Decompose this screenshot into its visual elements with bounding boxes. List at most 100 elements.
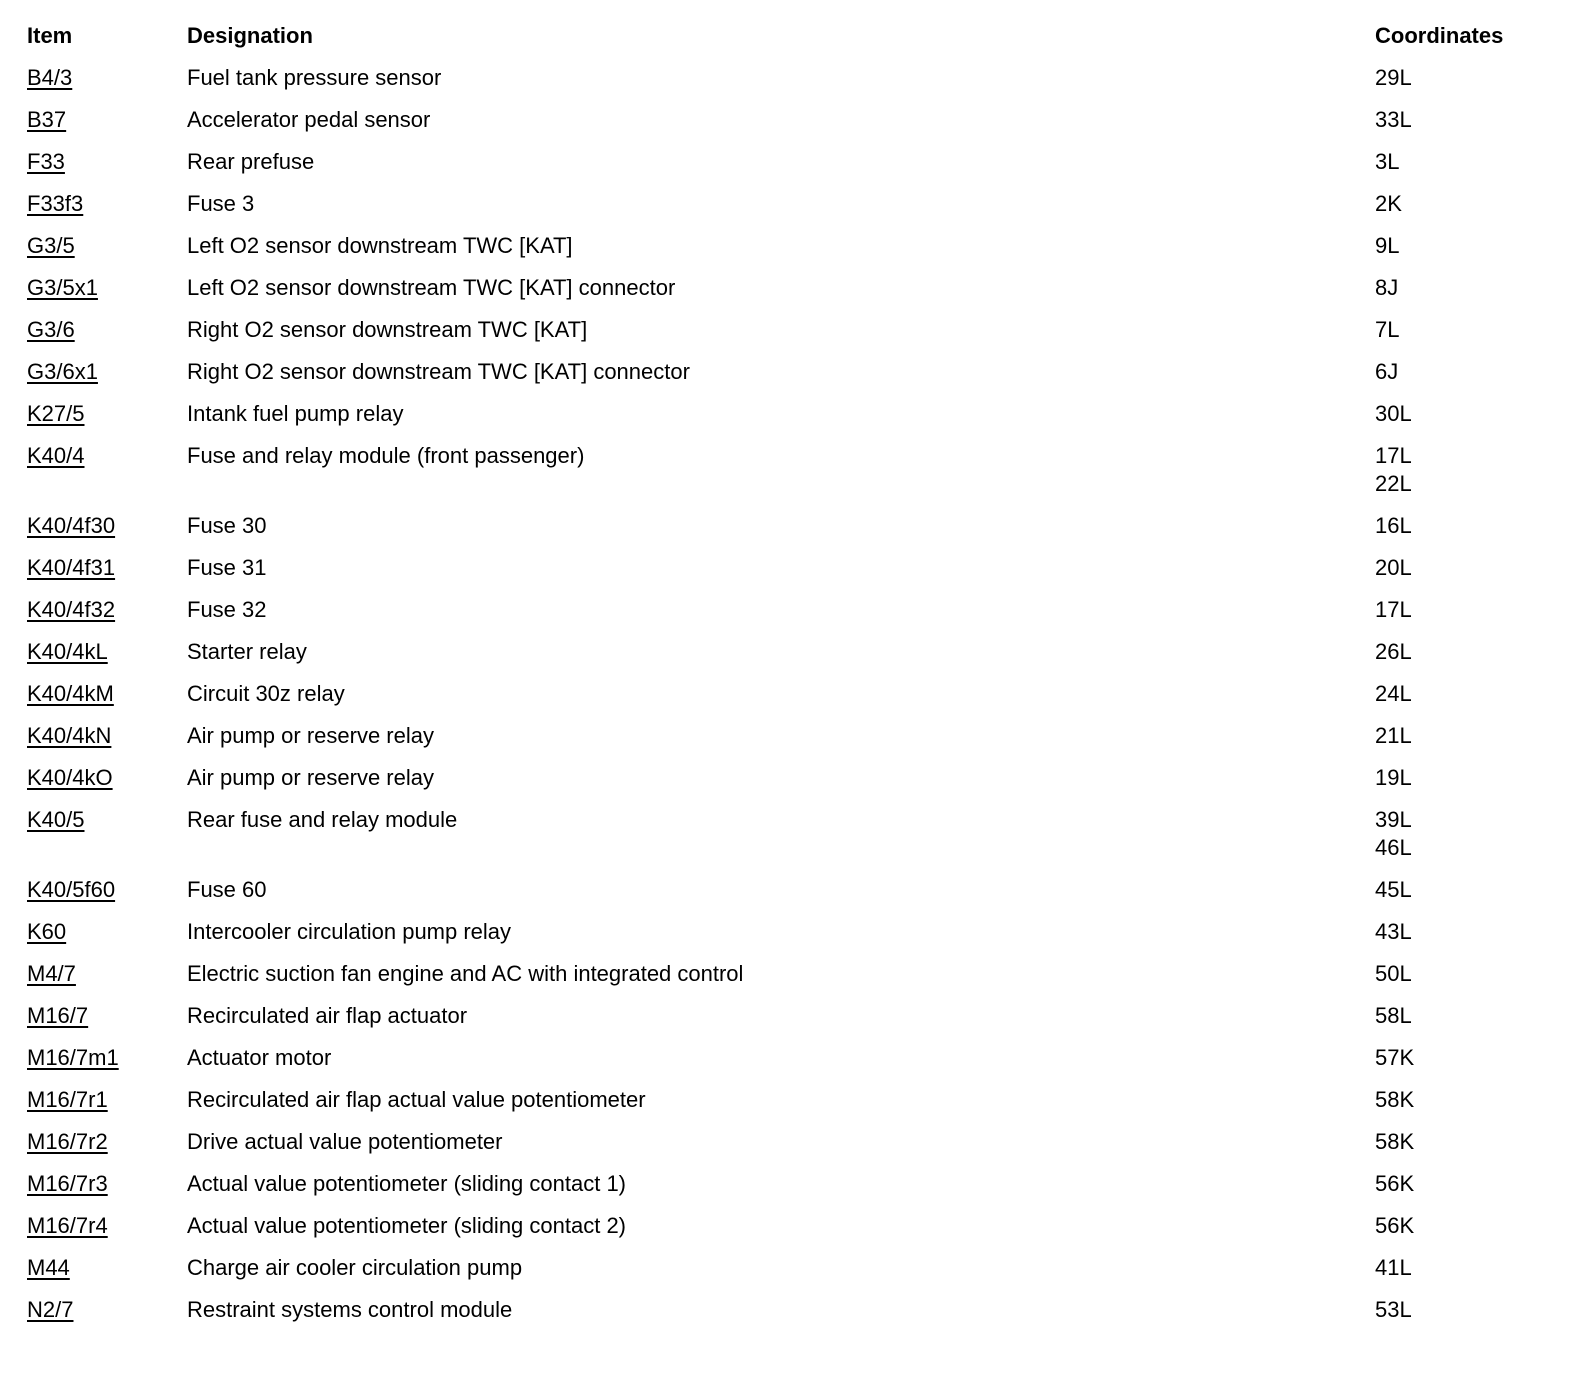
item-link[interactable]: M44	[27, 1255, 70, 1280]
coordinates-cell: 43L	[1375, 918, 1574, 946]
coordinates-cell: 50L	[1375, 960, 1574, 988]
table-row: M16/7 Recirculated air flap actuator 58L	[27, 1002, 1574, 1030]
coordinates-cell: 29L	[1375, 64, 1574, 92]
coordinate-value: 8J	[1375, 275, 1399, 300]
item-cell: M44	[27, 1254, 187, 1282]
table-row: M16/7m1 Actuator motor 57K	[27, 1044, 1574, 1072]
table-row: M16/7r4 Actual value potentiometer (slid…	[27, 1212, 1574, 1240]
designation-text: Fuse and relay module (front passenger)	[187, 443, 585, 468]
table-row: M16/7r1 Recirculated air flap actual val…	[27, 1086, 1574, 1114]
item-link[interactable]: G3/5	[27, 233, 75, 258]
item-link[interactable]: B37	[27, 107, 67, 132]
table-row: K40/4f30 Fuse 30 16L	[27, 512, 1574, 540]
coordinates-cell: 56K	[1375, 1170, 1574, 1198]
designation-text: Accelerator pedal sensor	[187, 107, 431, 132]
item-link[interactable]: M16/7m1	[27, 1045, 119, 1070]
item-cell: F33f3	[27, 190, 187, 218]
item-cell: M16/7	[27, 1002, 187, 1030]
table-row: B4/3 Fuel tank pressure sensor 29L	[27, 64, 1574, 92]
item-link[interactable]: K40/4f31	[27, 555, 116, 580]
designation-text: Right O2 sensor downstream TWC [KAT] con…	[187, 359, 690, 384]
table-header: Item Designation Coordinates	[27, 22, 1574, 50]
designation-text: Charge air cooler circulation pump	[187, 1255, 523, 1280]
item-link[interactable]: M16/7r2	[27, 1129, 108, 1154]
designation-text: Starter relay	[187, 639, 307, 664]
item-cell: K40/4f31	[27, 554, 187, 582]
item-cell: F33	[27, 148, 187, 176]
designation-text: Fuel tank pressure sensor	[187, 65, 442, 90]
item-link[interactable]: K40/5f60	[27, 877, 116, 902]
item-link[interactable]: K40/4kM	[27, 681, 114, 706]
coordinate-value: 56K	[1375, 1213, 1415, 1238]
item-link[interactable]: G3/5x1	[27, 275, 98, 300]
column-header-item: Item	[27, 23, 73, 48]
table-row: K40/4kM Circuit 30z relay 24L	[27, 680, 1574, 708]
item-cell: B4/3	[27, 64, 187, 92]
item-link[interactable]: F33f3	[27, 191, 84, 216]
designation-text: Actual value potentiometer (sliding cont…	[187, 1171, 627, 1196]
coordinate-value: 3L	[1375, 149, 1400, 174]
item-link[interactable]: M16/7	[27, 1003, 89, 1028]
table-row: K40/4kN Air pump or reserve relay 21L	[27, 722, 1574, 750]
coordinate-value: 45L	[1375, 877, 1412, 902]
item-link[interactable]: K40/4	[27, 443, 85, 468]
item-link[interactable]: K27/5	[27, 401, 85, 426]
item-link[interactable]: B4/3	[27, 65, 73, 90]
item-cell: G3/6x1	[27, 358, 187, 386]
item-link[interactable]: K40/4kO	[27, 765, 113, 790]
designation-text: Circuit 30z relay	[187, 681, 345, 706]
item-link[interactable]: K40/4f32	[27, 597, 116, 622]
coordinates-cell: 30L	[1375, 400, 1574, 428]
item-link[interactable]: F33	[27, 149, 65, 174]
item-link[interactable]: M16/7r4	[27, 1213, 108, 1238]
item-link[interactable]: K40/4f30	[27, 513, 116, 538]
item-cell: M4/7	[27, 960, 187, 988]
table-row: G3/6x1 Right O2 sensor downstream TWC [K…	[27, 358, 1574, 386]
designation-text: Recirculated air flap actual value poten…	[187, 1087, 646, 1112]
item-link[interactable]: K40/4kL	[27, 639, 108, 664]
table-row: K60 Intercooler circulation pump relay 4…	[27, 918, 1574, 946]
item-link[interactable]: G3/6	[27, 317, 75, 342]
table-row: F33f3 Fuse 3 2K	[27, 190, 1574, 218]
item-link[interactable]: K40/4kN	[27, 723, 112, 748]
item-link[interactable]: M4/7	[27, 961, 76, 986]
coordinates-cell: 57K	[1375, 1044, 1574, 1072]
designation-text: Actual value potentiometer (sliding cont…	[187, 1213, 627, 1238]
coordinates-cell: 39L 46L	[1375, 806, 1574, 862]
coordinates-cell: 20L	[1375, 554, 1574, 582]
item-cell: K27/5	[27, 400, 187, 428]
designation-text: Air pump or reserve relay	[187, 765, 434, 790]
coordinate-value: 58K	[1375, 1129, 1415, 1154]
item-link[interactable]: K60	[27, 919, 67, 944]
coordinate-value: 43L	[1375, 919, 1412, 944]
designation-text: Fuse 31	[187, 555, 267, 580]
table-row: B37 Accelerator pedal sensor 33L	[27, 106, 1574, 134]
coordinates-cell: 8J	[1375, 274, 1574, 302]
coordinate-value: 58K	[1375, 1087, 1415, 1112]
coordinates-cell: 45L	[1375, 876, 1574, 904]
item-link[interactable]: G3/6x1	[27, 359, 98, 384]
item-link[interactable]: M16/7r1	[27, 1087, 108, 1112]
item-link[interactable]: N2/7	[27, 1297, 74, 1322]
item-cell: K60	[27, 918, 187, 946]
coordinates-cell: 16L	[1375, 512, 1574, 540]
item-link[interactable]: K40/5	[27, 807, 85, 832]
designation-text: Right O2 sensor downstream TWC [KAT]	[187, 317, 588, 342]
coordinate-value: 24L	[1375, 681, 1412, 706]
table-row: M16/7r3 Actual value potentiometer (slid…	[27, 1170, 1574, 1198]
designation-text: Electric suction fan engine and AC with …	[187, 961, 744, 986]
coordinates-cell: 3L	[1375, 148, 1574, 176]
coordinates-cell: 58K	[1375, 1128, 1574, 1156]
table-row: K40/5f60 Fuse 60 45L	[27, 876, 1574, 904]
item-link[interactable]: M16/7r3	[27, 1171, 108, 1196]
designation-text: Rear prefuse	[187, 149, 315, 174]
coordinate-value: 17L	[1375, 443, 1412, 468]
designation-text: Left O2 sensor downstream TWC [KAT]	[187, 233, 573, 258]
item-cell: G3/6	[27, 316, 187, 344]
coordinate-value: 19L	[1375, 765, 1412, 790]
coordinates-cell: 7L	[1375, 316, 1574, 344]
table-row: K40/4kO Air pump or reserve relay 19L	[27, 764, 1574, 792]
coordinate-value: 56K	[1375, 1171, 1415, 1196]
coordinate-value: 22L	[1375, 471, 1412, 496]
coordinate-value: 50L	[1375, 961, 1412, 986]
